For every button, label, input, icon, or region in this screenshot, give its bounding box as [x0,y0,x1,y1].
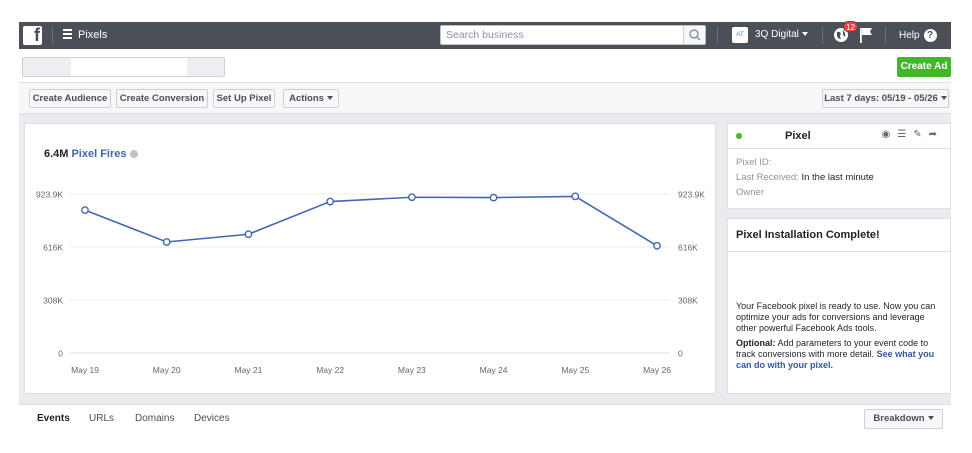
divider [728,148,950,149]
menu-icon[interactable] [63,29,72,39]
ad-account-selector[interactable] [22,57,225,77]
data-point[interactable] [571,192,580,201]
x-tick-label: May 19 [71,365,99,375]
divider [822,27,823,44]
data-point[interactable] [489,193,498,202]
pixel-fires-summary: 6.4M Pixel Fires [44,148,138,160]
y-tick-label-left: 923.9K [36,190,63,200]
series-line-pixel-fires [84,195,658,247]
x-tick-label: May 22 [316,365,344,375]
create-conversion-button[interactable]: Create Conversion [116,89,208,108]
x-tick-label: May 26 [643,365,671,375]
globe-icon[interactable] [833,27,849,43]
installation-body: Your Facebook pixel is ready to use. Now… [736,301,946,371]
data-point[interactable] [326,197,335,206]
y-tick-label-left: 308K [43,295,63,305]
date-range-picker[interactable]: Last 7 days: 05/19 - 05/26 [822,89,949,108]
pixel-id-label: Pixel ID: [736,157,772,168]
pixel-details-card: Pixel ◉☰✎➦ Pixel ID: Last Received: In t… [727,123,951,209]
owner-label: Owner [736,187,764,198]
chevron-down-icon [927,416,934,421]
y-tick-label-right: 923.9K [678,190,705,200]
y-tick-label-right: 0 [678,349,683,359]
chevron-down-icon [940,96,947,101]
actions-dropdown[interactable]: Actions [283,89,339,108]
search-placeholder: Search business [446,29,524,41]
y-tick-label-right: 616K [678,242,698,252]
help-label: Help [899,30,920,42]
create-audience-button[interactable]: Create Audience [29,89,111,108]
search-icon [689,29,701,41]
installation-status-card: Pixel Installation Complete! Your Facebo… [727,218,951,394]
y-tick-label-left: 0 [58,349,63,359]
chevron-down-icon [801,32,808,37]
optional-text: Add parameters to your event code to tra… [736,338,929,359]
data-point[interactable] [407,193,416,202]
account-switcher[interactable]: 3Q Digital [755,29,808,40]
divider [717,27,718,44]
set-up-pixel-button[interactable]: Set Up Pixel [213,89,275,108]
actions-label: Actions [289,93,324,104]
help-menu[interactable]: Help? [899,29,937,42]
divider [52,27,53,44]
x-tick-label: May 21 [234,365,262,375]
redacted-area [187,58,224,76]
notification-badge: 12 [843,21,858,32]
top-navigation-bar: f Pixels Search business AT 3Q Digital 1… [19,21,951,49]
edit-icon[interactable]: ✎ [913,129,929,140]
data-point[interactable] [81,206,89,215]
installation-message: Your Facebook pixel is ready to use. Now… [736,301,936,333]
flag-icon[interactable] [859,27,873,43]
see-what-you-can-do-link[interactable]: See what you can do with your pixel. [736,349,935,370]
pixel-fires-line-chart: 0 0 308K 308K 616K 616K 923.9K 923.9K May 19 May … [36,190,705,376]
installation-title: Pixel Installation Complete! [736,229,880,241]
list-icon[interactable]: ☰ [897,129,914,140]
data-point[interactable] [162,238,171,246]
view-icon[interactable]: ◉ [881,129,898,140]
pixel-fires-label[interactable]: Pixel Fires [71,148,127,160]
info-icon[interactable] [129,150,138,159]
chevron-down-icon [326,96,333,101]
share-icon[interactable]: ➦ [928,129,944,140]
tab-devices[interactable]: Devices [194,413,230,424]
date-range-label: Last 7 days: 05/19 - 05/26 [824,93,938,104]
data-point[interactable] [244,230,253,239]
search-input[interactable]: Search business [440,25,706,45]
pixel-name: Pixel [785,130,811,142]
optional-label: Optional: [736,338,776,348]
question-icon: ? [923,29,937,42]
divider [728,251,950,252]
pixel-fires-chart-card: 6.4M Pixel Fires 0 0 308K 308K 616K 616K 923.9K… [24,123,716,394]
tab-domains[interactable]: Domains [135,413,175,424]
account-avatar[interactable]: AT [732,27,748,43]
x-tick-label: May 24 [480,365,508,375]
y-tick-label-left: 616K [43,242,63,252]
status-indicator [736,133,742,139]
facebook-logo-icon[interactable]: f [23,25,42,45]
pixel-toolbar: Create Audience Create Conversion Set Up… [19,82,951,114]
breakdown-label: Breakdown [873,413,925,424]
breakdown-dropdown[interactable]: Breakdown [864,409,943,429]
last-received-value: In the last minute [801,172,874,183]
x-tick-label: May 25 [561,365,589,375]
y-tick-label-right: 308K [678,295,698,305]
search-button[interactable] [683,26,705,44]
data-point[interactable] [653,241,661,250]
pixel-actions: ◉☰✎➦ [882,129,944,140]
redacted-area [23,58,71,76]
x-tick-label: May 23 [398,365,426,375]
last-received-label: Last Received: [736,172,799,183]
create-ad-button[interactable]: Create Ad [897,57,951,77]
tab-events[interactable]: Events [37,413,70,424]
optional-message: Optional: Add parameters to your event c… [736,338,946,371]
breakdown-tabs-bar: Events URLs Domains Devices Breakdown [19,404,951,434]
tab-urls[interactable]: URLs [89,413,115,424]
x-tick-label: May 20 [153,365,181,375]
divider [885,27,886,44]
last-received-row: Last Received: In the last minute [736,172,874,183]
account-name: 3Q Digital [755,29,799,40]
pixel-fires-total: 6.4M [44,148,69,160]
app-title[interactable]: Pixels [78,29,108,41]
